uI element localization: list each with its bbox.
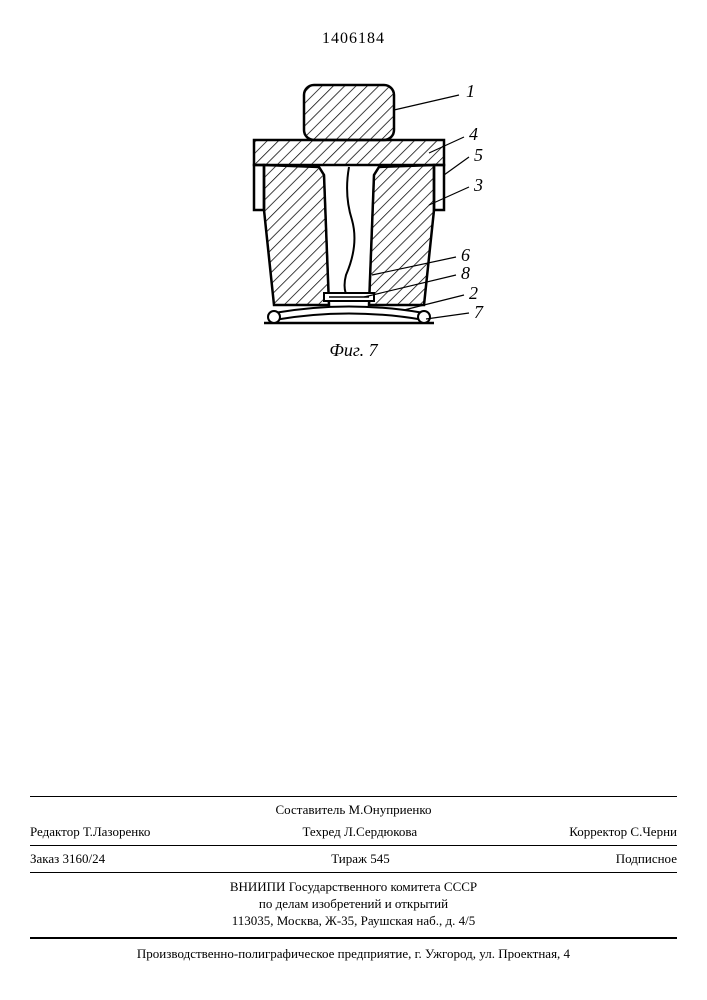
order-number: Заказ 3160/24	[30, 851, 105, 867]
vniipi-line3: 113035, Москва, Ж-35, Раушская наб., д. …	[30, 913, 677, 930]
editor-credit: Редактор Т.Лазоренко	[30, 824, 150, 840]
svg-text:4: 4	[469, 124, 478, 144]
svg-text:7: 7	[474, 302, 484, 322]
svg-text:2: 2	[469, 283, 478, 303]
divider	[30, 796, 677, 797]
technical-drawing: 1 4 5 3 6 8 2 7	[174, 75, 534, 335]
divider-thick	[30, 937, 677, 939]
compiler-credit: Составитель М.Онуприенко	[30, 799, 677, 821]
figure-caption: Фиг. 7	[0, 340, 707, 361]
footer-block: Составитель М.Онуприенко Редактор Т.Лазо…	[30, 794, 677, 962]
svg-text:5: 5	[474, 145, 483, 165]
svg-text:1: 1	[466, 81, 475, 101]
svg-text:3: 3	[473, 175, 483, 195]
tirage: Тираж 545	[331, 851, 390, 867]
svg-text:8: 8	[461, 263, 470, 283]
divider	[30, 845, 677, 846]
figure-7: 1 4 5 3 6 8 2 7	[0, 75, 707, 340]
techred-credit: Техред Л.Сердюкова	[302, 824, 417, 840]
document-number: 1406184	[0, 30, 707, 48]
svg-text:6: 6	[461, 245, 470, 265]
vniipi-line1: ВНИИПИ Государственного комитета СССР	[30, 879, 677, 896]
vniipi-block: ВНИИПИ Государственного комитета СССР по…	[30, 875, 677, 934]
vniipi-line2: по делам изобретений и открытий	[30, 896, 677, 913]
corrector-credit: Корректор С.Черни	[569, 824, 677, 840]
subscribed: Подписное	[616, 851, 677, 867]
divider	[30, 872, 677, 873]
printing-house: Производственно-полиграфическое предприя…	[30, 942, 677, 962]
